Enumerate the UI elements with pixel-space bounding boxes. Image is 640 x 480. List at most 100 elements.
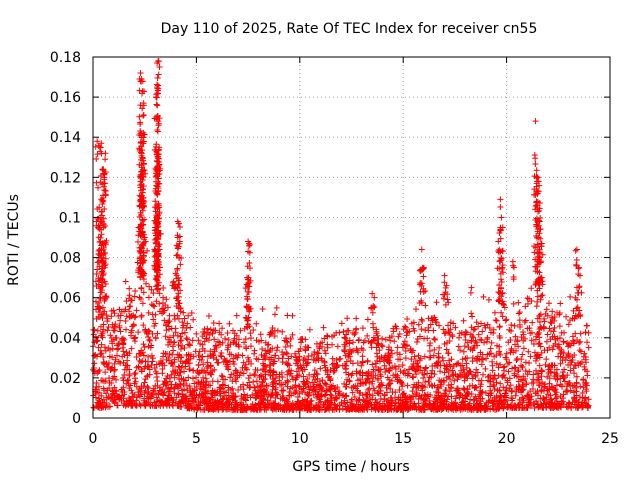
roti-point [152, 334, 159, 341]
roti-point [350, 339, 357, 346]
roti-point [137, 120, 144, 127]
roti-point [569, 383, 576, 390]
roti-point [129, 323, 136, 330]
roti-point [189, 337, 196, 344]
roti-point [419, 318, 426, 325]
roti-point [342, 335, 349, 342]
roti-point [343, 362, 350, 369]
roti-point [544, 373, 551, 380]
roti-point [183, 393, 190, 400]
roti-point [273, 304, 280, 311]
roti-point [364, 332, 371, 339]
roti-point [411, 353, 418, 360]
y-tick-label: 0.1 [59, 210, 81, 226]
roti-point [496, 333, 503, 340]
roti-point [253, 320, 260, 327]
roti-point [461, 377, 468, 384]
roti-point [477, 336, 484, 343]
roti-point [500, 384, 507, 391]
roti-point [526, 360, 533, 367]
roti-point [453, 361, 460, 368]
roti-point [455, 343, 462, 350]
roti-point [174, 332, 181, 339]
roti-point [518, 362, 525, 369]
roti-point [179, 319, 186, 326]
roti-point [533, 303, 540, 310]
roti-point [459, 356, 466, 363]
roti-point [170, 368, 177, 375]
roti-point [334, 363, 341, 370]
roti-point [468, 310, 475, 317]
roti-point [381, 362, 388, 369]
roti-point [506, 359, 513, 366]
roti-point [179, 360, 186, 367]
roti-point [518, 356, 525, 363]
roti-point [188, 310, 195, 317]
roti-point [538, 349, 545, 356]
roti-point [585, 344, 592, 351]
roti-point [472, 369, 479, 376]
roti-spike-point [137, 70, 144, 77]
roti-point [353, 345, 360, 352]
roti-point [399, 362, 406, 369]
roti-point [557, 360, 564, 367]
roti-point [446, 404, 453, 411]
roti-point [413, 339, 420, 346]
roti-point [490, 381, 497, 388]
roti-point [161, 378, 168, 385]
roti-point [426, 348, 433, 355]
roti-point [542, 361, 549, 368]
roti-point [464, 354, 471, 361]
roti-point [574, 304, 581, 311]
roti-point [227, 374, 234, 381]
roti-point [549, 315, 556, 322]
roti-point [528, 285, 535, 292]
roti-point [384, 374, 391, 381]
roti-point [512, 333, 519, 340]
roti-point [512, 364, 519, 371]
roti-point [425, 378, 432, 385]
roti-point [109, 375, 116, 382]
roti-point [215, 359, 222, 366]
roti-point [247, 372, 254, 379]
roti-point [443, 387, 450, 394]
roti-point [546, 325, 553, 332]
roti-spike-point [468, 284, 475, 291]
roti-point [585, 329, 592, 336]
roti-point [488, 350, 495, 357]
roti-point [455, 334, 462, 341]
roti-point [492, 317, 499, 324]
roti-point [382, 369, 389, 376]
roti-point [513, 357, 520, 364]
roti-point [181, 386, 188, 393]
roti-point [187, 324, 194, 331]
roti-point [289, 312, 296, 319]
roti-point [451, 377, 458, 384]
roti-point [584, 339, 591, 346]
roti-point [336, 356, 343, 363]
roti-point [133, 397, 140, 404]
x-tick-label: 25 [601, 431, 619, 447]
roti-point [386, 381, 393, 388]
roti-point [319, 339, 326, 346]
roti-point [109, 345, 116, 352]
roti-point [422, 327, 429, 334]
roti-point [102, 156, 109, 163]
roti-point [145, 327, 152, 334]
roti-point [512, 392, 519, 399]
y-tick-label: 0.14 [50, 130, 81, 146]
roti-spike-point [573, 246, 580, 253]
roti-point [181, 329, 188, 336]
roti-point [565, 379, 572, 386]
roti-point [552, 395, 559, 402]
roti-point [161, 317, 168, 324]
roti-point [154, 127, 161, 134]
roti-point [138, 313, 145, 320]
roti-point [440, 295, 447, 302]
roti-point [472, 384, 479, 391]
roti-point [414, 360, 421, 367]
roti-point [242, 361, 249, 368]
roti-point [497, 380, 504, 387]
roti-point [511, 370, 518, 377]
y-tick-label: 0.06 [50, 291, 81, 307]
